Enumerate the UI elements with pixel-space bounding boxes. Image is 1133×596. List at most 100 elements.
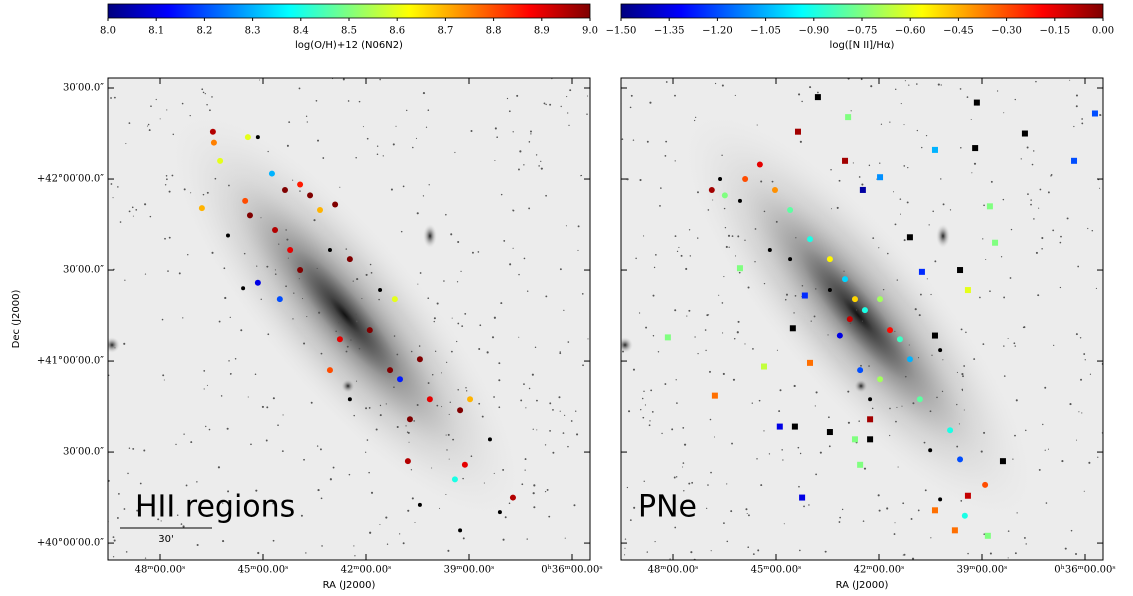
- star: [674, 95, 676, 97]
- star: [586, 114, 587, 115]
- x-tick-label: 45ᵐ00.00ˢ: [751, 565, 802, 576]
- star: [1008, 530, 1010, 532]
- star: [353, 415, 354, 416]
- star: [528, 208, 530, 210]
- star: [406, 110, 407, 111]
- star: [203, 194, 205, 196]
- star: [505, 516, 507, 518]
- star: [132, 448, 134, 450]
- star: [484, 483, 485, 484]
- point: [877, 174, 883, 180]
- star: [886, 507, 888, 509]
- star: [564, 415, 565, 416]
- star: [726, 483, 727, 484]
- star: [244, 253, 246, 255]
- star: [714, 436, 715, 437]
- star: [110, 97, 112, 99]
- star: [221, 395, 223, 397]
- star: [147, 126, 148, 127]
- star: [355, 157, 356, 158]
- star: [942, 391, 943, 392]
- star: [494, 317, 496, 319]
- star: [446, 449, 447, 450]
- star: [633, 369, 635, 371]
- star: [816, 391, 818, 393]
- colorbar-label: log([N II]/Hα): [830, 40, 895, 51]
- star: [523, 383, 525, 385]
- star: [1030, 199, 1031, 200]
- star: [617, 337, 633, 353]
- star: [1071, 530, 1073, 532]
- star: [127, 473, 129, 475]
- star: [403, 542, 405, 544]
- star: [622, 138, 624, 140]
- star: [918, 510, 920, 512]
- star: [219, 321, 221, 323]
- star: [287, 145, 289, 147]
- star: [1008, 338, 1009, 339]
- point: [807, 360, 813, 366]
- point: [418, 503, 422, 507]
- point: [738, 199, 742, 203]
- star: [417, 284, 418, 285]
- star: [695, 117, 696, 118]
- star: [457, 281, 458, 282]
- colorbar-tick-label: −1.20: [702, 26, 733, 37]
- star: [735, 95, 736, 96]
- star: [416, 138, 417, 139]
- star: [365, 452, 366, 453]
- star: [409, 442, 410, 443]
- star: [250, 443, 252, 445]
- star: [1052, 229, 1054, 231]
- star: [633, 139, 634, 140]
- y-axis-label: Dec (J2000): [11, 290, 22, 349]
- colorbar-tick-label: 8.1: [148, 26, 164, 37]
- star: [908, 84, 909, 85]
- star: [449, 459, 450, 460]
- star: [582, 293, 584, 295]
- point: [709, 187, 715, 193]
- point: [407, 416, 413, 422]
- star: [864, 468, 866, 470]
- star: [205, 93, 206, 94]
- star: [317, 489, 319, 491]
- colorbar-tick-label: −0.75: [847, 26, 878, 37]
- star: [1021, 158, 1022, 159]
- star: [722, 85, 724, 87]
- star: [578, 225, 580, 227]
- point: [842, 276, 848, 282]
- x-tick-label: 39ᵐ00.00ˢ: [444, 565, 495, 576]
- star: [509, 263, 511, 265]
- point: [1022, 131, 1028, 137]
- star: [527, 291, 528, 292]
- point: [397, 376, 403, 382]
- star: [635, 258, 636, 259]
- star: [172, 175, 174, 177]
- star: [371, 492, 373, 494]
- satellite: [854, 379, 868, 393]
- star: [545, 104, 546, 105]
- star: [322, 157, 324, 159]
- star: [925, 489, 927, 491]
- star: [961, 328, 963, 330]
- star: [446, 435, 447, 436]
- star: [443, 280, 445, 282]
- star: [1008, 557, 1009, 558]
- star: [509, 502, 511, 504]
- point: [256, 135, 260, 139]
- point: [987, 203, 993, 209]
- star: [912, 402, 914, 404]
- star: [1030, 204, 1032, 206]
- star: [457, 389, 459, 391]
- star: [446, 362, 447, 363]
- star: [150, 216, 151, 217]
- star: [755, 228, 757, 230]
- star: [478, 251, 480, 253]
- star: [985, 259, 986, 260]
- point: [957, 267, 963, 273]
- point: [982, 482, 988, 488]
- star: [644, 481, 645, 482]
- star: [498, 379, 500, 381]
- star: [432, 374, 433, 375]
- star: [965, 332, 966, 333]
